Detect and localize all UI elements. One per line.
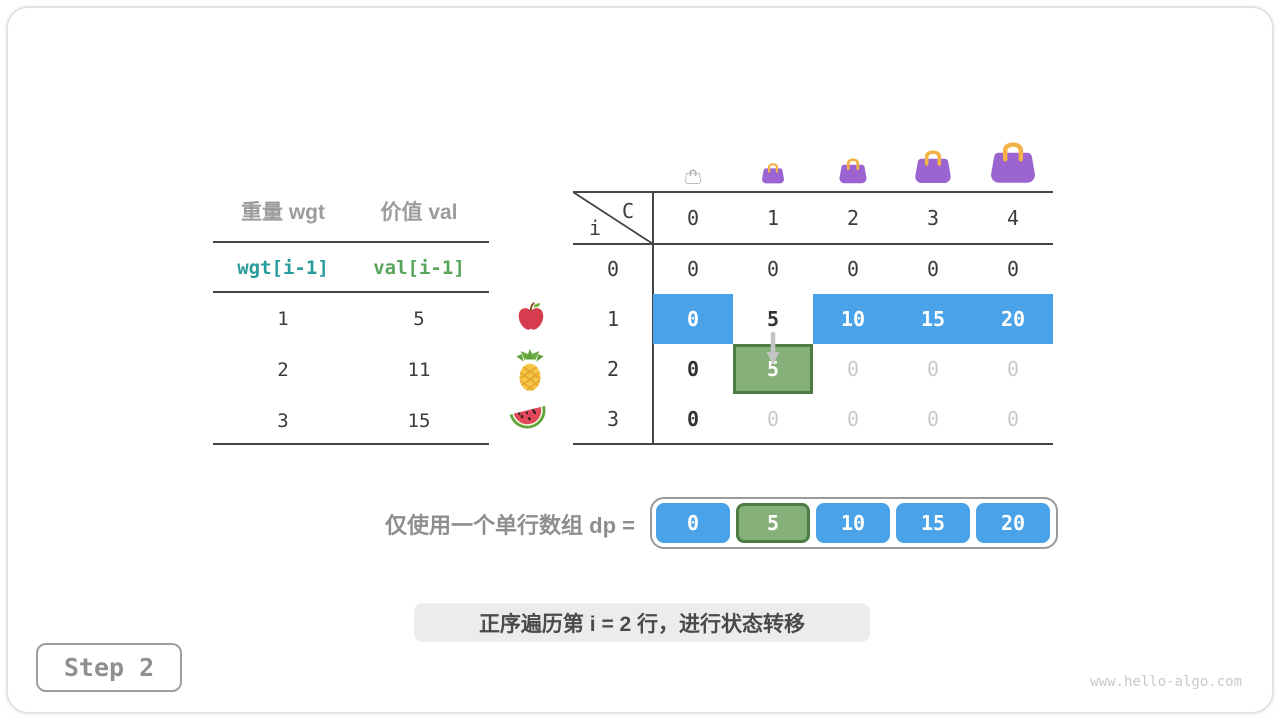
dp-cell: 0 bbox=[846, 357, 860, 381]
dp-cell: 0 bbox=[1006, 407, 1020, 431]
dp-array-cell: 0 bbox=[656, 503, 730, 543]
dp-cell: 0 bbox=[846, 407, 860, 431]
bag-large-icon bbox=[915, 150, 951, 183]
items-table-line bbox=[213, 291, 489, 293]
dp-cell: 0 bbox=[1006, 257, 1020, 281]
dp-col-header: 4 bbox=[1006, 205, 1020, 230]
dp-col-header: 1 bbox=[766, 205, 780, 230]
pineapple-icon bbox=[516, 349, 544, 391]
dp-cell: 0 bbox=[686, 257, 700, 281]
items-cell: 1 bbox=[277, 308, 289, 330]
items-cell: 3 bbox=[277, 410, 289, 432]
dp-cell: 0 bbox=[926, 257, 940, 281]
dp-cell: 15 bbox=[893, 294, 973, 344]
watermark: www.hello-algo.com bbox=[1090, 674, 1242, 690]
watermelon-icon bbox=[509, 405, 546, 429]
dp-row-header: 1 bbox=[606, 307, 620, 331]
bag-outline-icon bbox=[685, 169, 701, 184]
items-col-header-value: 价值 val bbox=[380, 201, 458, 224]
figure-frame bbox=[6, 6, 1274, 714]
dp-cell: 0 bbox=[686, 407, 700, 431]
items-index-val: val[i-1] bbox=[373, 257, 465, 279]
apple-icon bbox=[518, 302, 544, 330]
dp-cell: 20 bbox=[973, 294, 1053, 344]
dp-array-cell: 10 bbox=[816, 503, 890, 543]
items-cell: 2 bbox=[277, 359, 289, 381]
items-table-line bbox=[213, 443, 489, 445]
dp-col-header: 2 bbox=[846, 205, 860, 230]
dp-col-header: 3 bbox=[926, 205, 940, 230]
dp-table-line bbox=[573, 243, 1053, 245]
dp-table-line bbox=[573, 443, 1053, 445]
dp-cell: 0 bbox=[1006, 357, 1020, 381]
dp-row-header: 0 bbox=[606, 257, 620, 281]
items-cell: 5 bbox=[413, 308, 425, 330]
step-badge: Step 2 bbox=[36, 643, 182, 692]
bag-small-icon bbox=[762, 163, 784, 184]
bag-xlarge-icon bbox=[991, 142, 1035, 183]
dp-row-header: 3 bbox=[606, 407, 620, 431]
items-cell: 15 bbox=[407, 410, 431, 432]
dp-array-label: 仅使用一个单行数组 dp = bbox=[385, 513, 635, 538]
dp-array-cell: 20 bbox=[976, 503, 1050, 543]
dp-cell: 0 bbox=[926, 357, 940, 381]
dp-cell: 10 bbox=[813, 294, 893, 344]
items-cell: 11 bbox=[407, 359, 431, 381]
dp-array-cell: 15 bbox=[896, 503, 970, 543]
dp-cell: 0 bbox=[926, 407, 940, 431]
dp-cell: 0 bbox=[766, 407, 780, 431]
dp-cell: 0 bbox=[846, 257, 860, 281]
dp-cell: 0 bbox=[653, 294, 733, 344]
corner-diagonal bbox=[573, 192, 653, 244]
caption-pill: 正序遍历第 i = 2 行，进行状态转移 bbox=[414, 603, 870, 642]
bag-medium-icon bbox=[839, 158, 867, 184]
dp-col-header: 0 bbox=[686, 205, 700, 230]
corner-label-item: i bbox=[589, 216, 602, 240]
items-col-header-weight: 重量 wgt bbox=[241, 201, 325, 224]
corner-label-capacity: C bbox=[622, 199, 635, 223]
dp-row-header: 2 bbox=[606, 357, 620, 381]
dp-cell: 5 bbox=[766, 307, 780, 331]
transfer-arrow-icon bbox=[766, 331, 780, 365]
dp-cell: 0 bbox=[766, 257, 780, 281]
items-table-line bbox=[213, 241, 489, 243]
dp-array-cell: 5 bbox=[736, 503, 810, 543]
items-index-wgt: wgt[i-1] bbox=[237, 257, 329, 279]
dp-cell: 0 bbox=[686, 357, 700, 381]
dp-table-line bbox=[573, 191, 1053, 193]
